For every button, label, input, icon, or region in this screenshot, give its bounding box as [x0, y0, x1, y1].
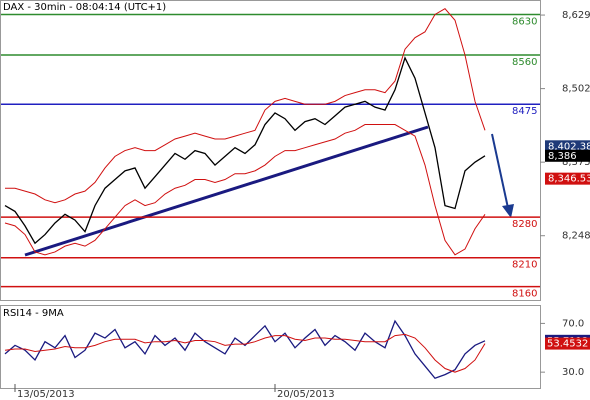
- y-tick-label: 30.0: [562, 367, 584, 378]
- series-line: [4, 56, 486, 245]
- level-label: 8630: [512, 16, 537, 27]
- x-tick-label: 20/05/2013: [277, 389, 335, 400]
- y-tick-label: 8,629: [562, 10, 590, 21]
- arrow-head: [502, 204, 514, 218]
- level-label: 8475: [512, 106, 537, 117]
- series-line: [4, 333, 486, 373]
- rsi-panel: [0, 305, 541, 389]
- price-label: 8,386: [548, 151, 577, 162]
- trendline: [24, 125, 429, 257]
- y-tick-label: 70.0: [562, 318, 584, 329]
- price-panel: [0, 0, 541, 301]
- level-label: 8560: [512, 57, 537, 68]
- level-label: 8280: [512, 219, 537, 230]
- series-line: [4, 319, 486, 380]
- x-tick-label: 13/05/2013: [17, 389, 75, 400]
- price-box: [545, 149, 590, 162]
- series-line: [5, 8, 486, 204]
- arrow: [491, 133, 509, 209]
- rsi-title: RSI14 - 9MA: [3, 308, 64, 319]
- price-box: [545, 172, 590, 185]
- price-label: 8,402.38: [548, 141, 590, 152]
- y-tick-label: 8,502: [562, 84, 590, 95]
- rsi-label: 53.4532: [547, 339, 588, 350]
- series-line: [4, 124, 486, 256]
- level-label: 8210: [512, 260, 537, 271]
- y-tick-label: 8,248: [562, 231, 590, 242]
- rsi-box: [545, 337, 590, 350]
- price-label: 8,346.53: [548, 174, 590, 185]
- chart-title: DAX - 30min - 08:04:14 (UTC+1): [3, 2, 166, 13]
- level-label: 8160: [512, 289, 537, 300]
- price-box: [545, 140, 590, 153]
- y-tick-label: 8,375: [562, 157, 590, 168]
